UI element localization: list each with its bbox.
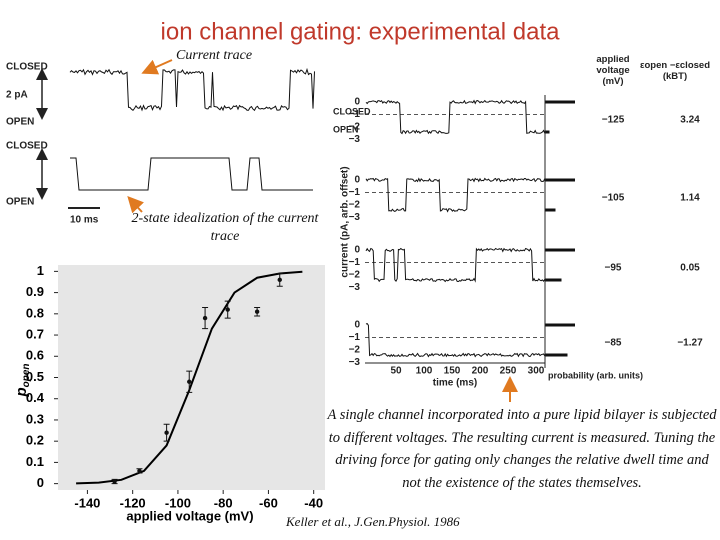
left-traces [69, 67, 315, 191]
y-tick-label: 0 [354, 245, 360, 256]
data-point [225, 307, 230, 312]
x-tick-label: -60 [259, 495, 278, 510]
state-label: CLOSED [333, 106, 371, 116]
data-point [277, 277, 282, 283]
x-tick-label: 300 [528, 366, 545, 377]
y-tick-label: 0.6 [26, 348, 44, 363]
y-tick-label: 0 [354, 320, 360, 331]
x-tick-label: -140 [74, 495, 100, 510]
y-tick-label: −3 [349, 357, 361, 368]
y-tick-label: 0.8 [26, 305, 44, 320]
current-trace [69, 67, 315, 112]
closed-label: CLOSED [6, 62, 48, 73]
x-tick-label: -40 [304, 495, 323, 510]
x-tick-label: -80 [214, 495, 233, 510]
data-point [112, 479, 117, 484]
y-tick-label: −3 [349, 212, 361, 223]
scale-time: 10 ms [70, 215, 99, 226]
current-trace [70, 157, 313, 191]
table-cell: −1.27 [677, 338, 703, 349]
x-tick-label: 50 [390, 366, 402, 377]
x-tick-label: -120 [120, 495, 146, 510]
y-tick-label: −1 [349, 332, 361, 343]
table-cell: 3.24 [680, 115, 700, 126]
y-tick-label: 0 [354, 97, 360, 108]
table-cell: 0.05 [680, 263, 700, 274]
table-cell: 1.14 [680, 193, 700, 204]
y-tick-label: 0 [37, 475, 44, 490]
x-tick-label: -100 [165, 495, 191, 510]
y-tick-label: 0.5 [26, 369, 44, 384]
table-cell: −105 [602, 193, 625, 204]
y-axis-label: popen [13, 363, 32, 397]
y-tick-label: −2 [349, 270, 361, 281]
x-tick-label: 150 [444, 366, 461, 377]
p-open-chart: 0 0.1 0.2 0.3 0.4 0.5 0.6 0.7 0.8 0.9 1 -140 -120 -10… [26, 263, 325, 510]
table-cell: −95 [605, 263, 622, 274]
right-figure: 0−1−2−3−125 3.240−1−2−3−105 1.140−1−2−3−95… [333, 95, 703, 380]
prob-label: probability (arb. units) [548, 370, 643, 380]
open-label: OPEN [6, 197, 34, 208]
slide-title: ion channel gating: experimental data [161, 18, 561, 45]
citation: Keller et al., J.Gen.Physiol. 1986 [286, 514, 460, 529]
data-point [164, 430, 169, 435]
table-header: εopen −εclosed (kBT) [640, 60, 710, 82]
caption: A single channel incorporated into a pur… [327, 407, 717, 491]
current-trace [365, 247, 546, 283]
y-tick-label: −2 [349, 122, 361, 133]
data-point [202, 315, 208, 321]
data-point [187, 379, 192, 384]
x-tick-label: 250 [500, 366, 517, 377]
y-tick-label: −3 [349, 134, 361, 145]
y-tick-label: 0.4 [26, 390, 45, 405]
x-tick-label: 200 [472, 366, 489, 377]
y-tick-label: 0.7 [26, 326, 44, 341]
annotation-arrow [141, 59, 173, 75]
x-tick-label: 100 [416, 366, 433, 377]
scale-current: 2 pA [6, 90, 28, 101]
open-label: OPEN [6, 117, 34, 128]
y-tick-label: −3 [349, 282, 361, 293]
y-tick-label: −2 [349, 345, 361, 356]
y-tick-label: 0.1 [26, 454, 44, 469]
y-tick-label: −2 [349, 200, 361, 211]
current-trace [365, 99, 546, 135]
current-trace [365, 177, 546, 213]
ylabel-main: p [13, 387, 30, 397]
plot-area [58, 265, 325, 490]
y-tick-label: 1 [37, 263, 44, 278]
y-tick-label: 0.2 [26, 433, 44, 448]
current-trace [365, 323, 546, 358]
y-tick-label: 0.9 [26, 284, 44, 299]
annotation-arrow [127, 196, 145, 214]
y-tick-label: −1 [349, 109, 361, 120]
x-axis-label: time (ms) [433, 378, 477, 389]
y-tick-label: 0 [354, 175, 360, 186]
y-tick-label: 0.3 [26, 411, 44, 426]
ylabel-sub: open [21, 363, 32, 387]
state-label: OPEN [333, 124, 359, 134]
y-axis-label: current (pA, arb. offset) [340, 166, 351, 277]
table-cell: −125 [602, 115, 625, 126]
annotation: 2-state idealization of the current trac… [131, 211, 319, 244]
y-tick-label: −1 [349, 257, 361, 268]
table-header: applied voltage (mV) [596, 54, 630, 87]
closed-label: CLOSED [6, 141, 48, 152]
annotation: Current trace [176, 48, 252, 63]
x-axis-label: applied voltage (mV) [126, 508, 253, 523]
data-point [254, 309, 260, 314]
y-tick-label: −1 [349, 187, 361, 198]
table-cell: −85 [605, 338, 622, 349]
data-point [137, 468, 142, 474]
